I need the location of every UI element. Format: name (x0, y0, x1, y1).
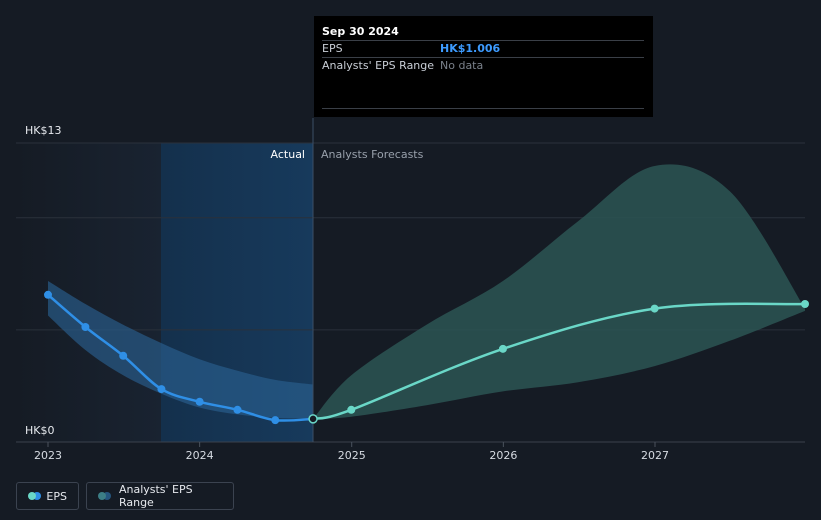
x-tick-label-4: 2027 (641, 449, 669, 462)
x-tick-label-0: 2023 (34, 449, 62, 462)
tooltip-range-label: Analysts' EPS Range (322, 59, 435, 72)
legend-eps-button[interactable]: EPS (16, 482, 79, 510)
tooltip-range-value: No data (440, 59, 484, 72)
x-tick-label-2: 2025 (338, 449, 366, 462)
y-tick-min: HK$0 (25, 424, 54, 437)
tooltip-row-eps: EPS HK$1.006 (322, 40, 644, 57)
actual-range-area (48, 281, 314, 419)
tooltip-eps-value: HK$1.006 (440, 42, 501, 55)
range-swatch-dot-b (103, 492, 111, 500)
legend-eps-label: EPS (46, 489, 67, 503)
x-axis: 2023 2024 2025 2026 2027 (34, 442, 669, 462)
eps-forecast-point-2 (498, 344, 507, 353)
forecast-label: Analysts Forecasts (321, 148, 424, 161)
eps-forecast-point-1 (347, 405, 356, 414)
eps-swatch-dot-b (33, 492, 41, 500)
eps-actual-point-1 (81, 323, 90, 331)
tooltip-divider (322, 108, 644, 109)
eps-forecast-point-3 (650, 304, 659, 313)
eps-actual-point-2 (119, 351, 128, 360)
tooltip-date: Sep 30 2024 (322, 25, 399, 38)
x-tick-label-1: 2024 (186, 449, 214, 462)
eps-points (44, 290, 809, 425)
eps-forecast-point-4 (801, 300, 809, 308)
legend-range-button[interactable]: Analysts' EPS Range (86, 482, 234, 510)
range-swatch-icon (98, 492, 111, 500)
forecast-range-area (313, 164, 805, 419)
eps-actual-point-4 (195, 397, 204, 406)
past-shade (16, 143, 161, 442)
eps-actual-point-5 (233, 405, 242, 414)
eps-actual-point-7 (308, 414, 318, 424)
eps-swatch-dot-a (28, 492, 36, 500)
eps-actual-point-3 (157, 385, 166, 394)
tooltip-eps-label: EPS (322, 42, 343, 55)
eps-actual-point-0 (44, 290, 52, 299)
eps-actual-point-6 (271, 416, 280, 425)
y-tick-max: HK$13 (25, 124, 61, 137)
range-swatch-dot-a (98, 492, 106, 500)
eps-swatch-icon (28, 492, 41, 500)
tooltip: Sep 30 2024 EPS HK$1.006 Analysts' EPS R… (314, 16, 653, 117)
legend-range-label: Analysts' EPS Range (118, 483, 193, 509)
eps-ranges (48, 164, 805, 419)
tooltip-row-range: Analysts' EPS Range No data (322, 57, 644, 74)
actual-label: Actual (271, 148, 305, 161)
x-tick-label-3: 2026 (489, 449, 517, 462)
